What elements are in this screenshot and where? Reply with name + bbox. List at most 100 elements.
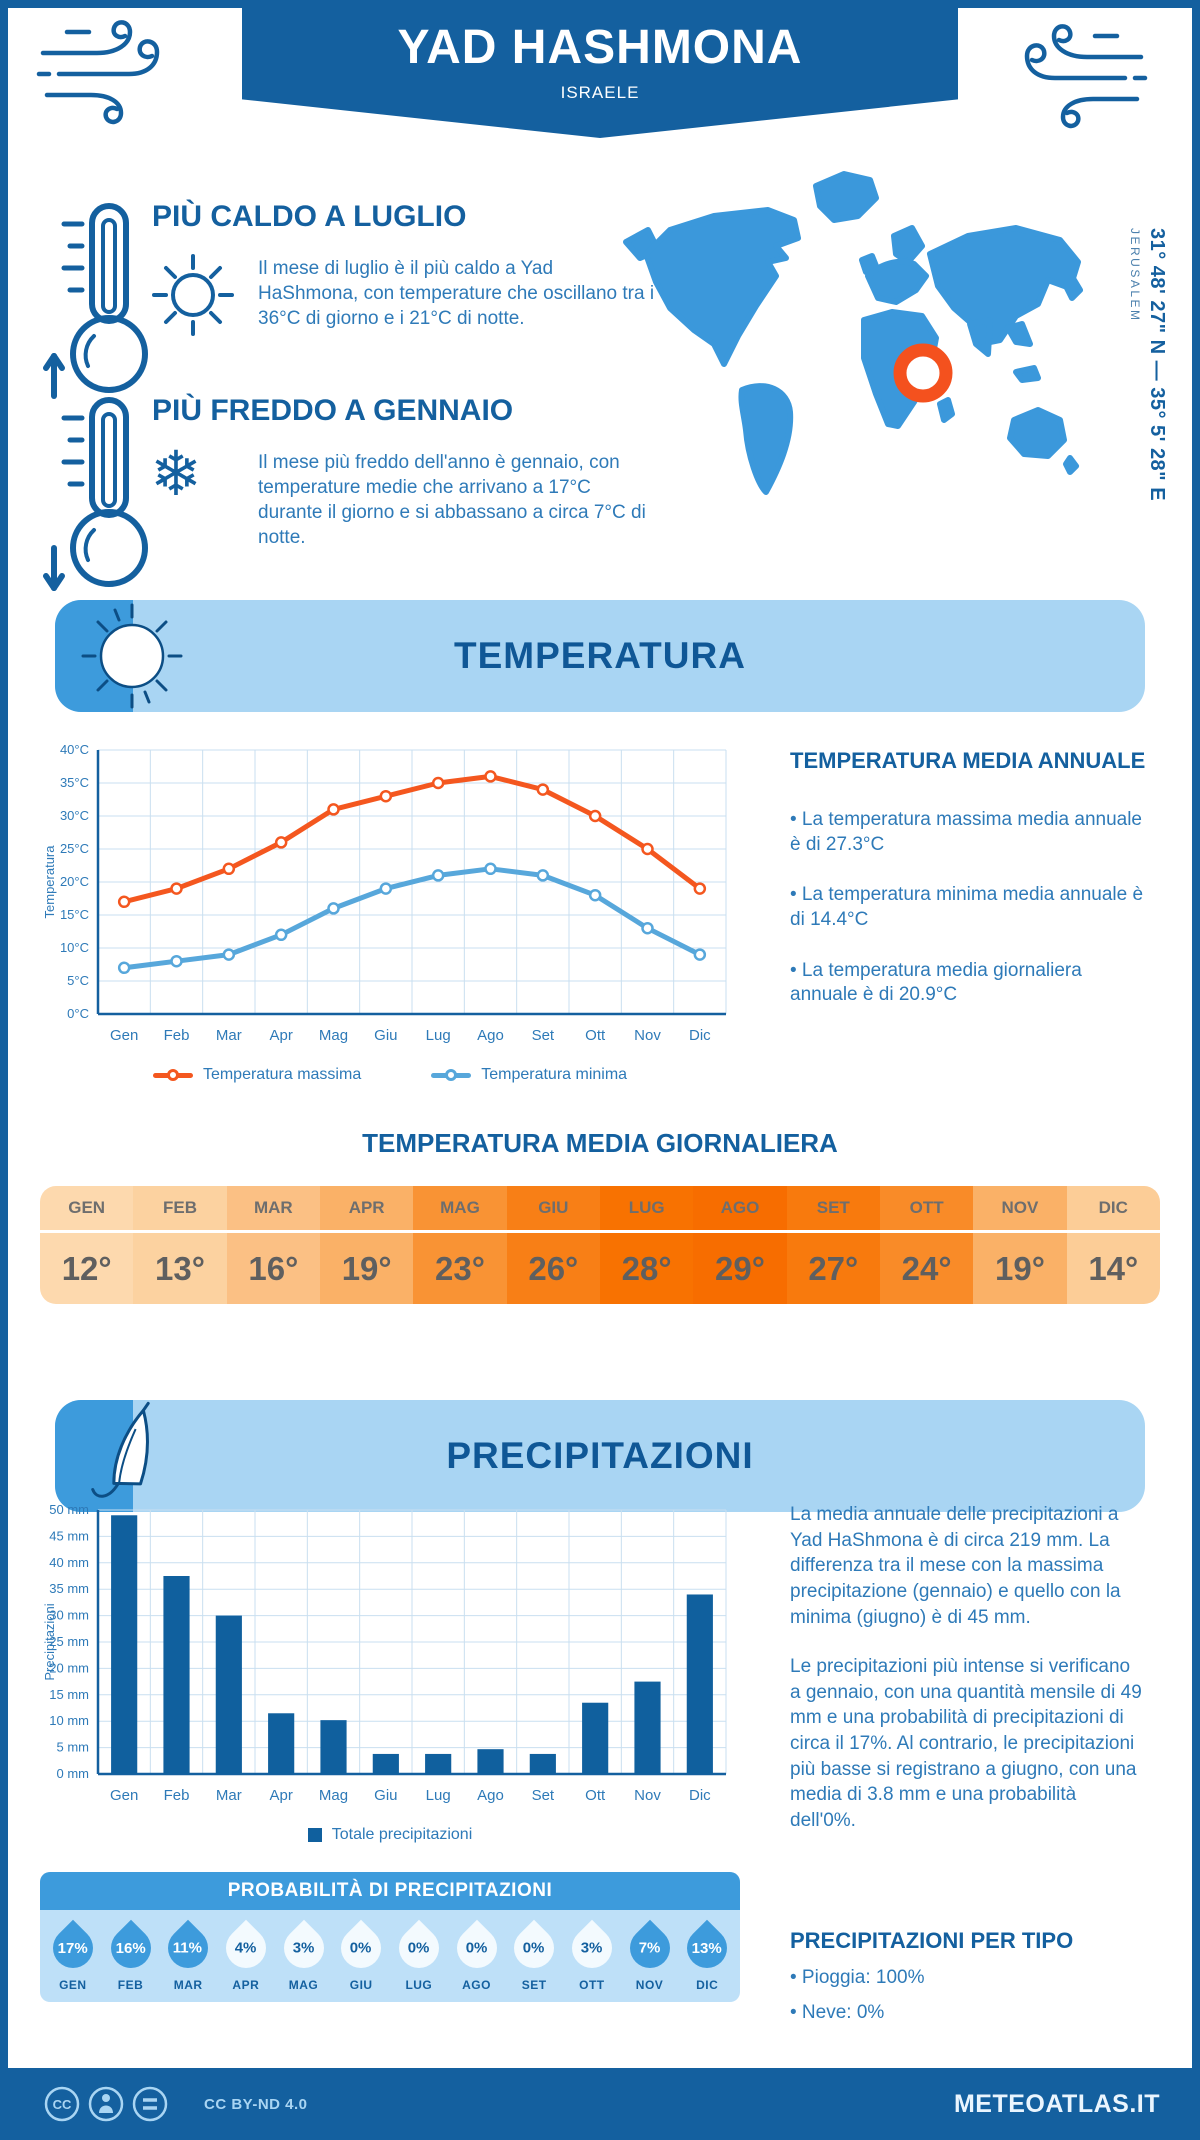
site-logo: METEOATLAS.IT xyxy=(953,2089,1160,2118)
coldest-month-heading: PIÙ FREDDO A GENNAIO xyxy=(152,394,514,427)
svg-text:Dic: Dic xyxy=(689,1027,711,1044)
svg-text:Set: Set xyxy=(532,1787,555,1804)
droplet-icon: 17% xyxy=(44,1919,102,1977)
svg-text:35°C: 35°C xyxy=(60,775,89,790)
probability-title: PROBABILITÀ DI PRECIPITAZIONI xyxy=(40,1872,740,1910)
svg-text:Mar: Mar xyxy=(216,1787,242,1804)
precipitation-chart: 0 mm 5 mm 10 mm 15 mm 20 mm 25 mm 30 mm 35 mm 40… xyxy=(40,1492,740,1844)
annual-temperature-panel: TEMPERATURA MEDIA ANNUALE • La temperatu… xyxy=(790,748,1170,1034)
svg-text:Lug: Lug xyxy=(426,1787,451,1804)
svg-text:5°C: 5°C xyxy=(67,973,89,988)
svg-text:Set: Set xyxy=(532,1027,555,1044)
svg-text:CC: CC xyxy=(53,2097,72,2112)
footer: CC CC BY-ND 4.0 METEOATLAS.IT xyxy=(0,2068,1200,2140)
probability-drops: 17% GEN 16% FEB 11% MAR 4% APR 3% MAG 0% GIU 0% LUG 0%… xyxy=(40,1910,740,2002)
annual-min-bullet: • La temperatura minima media annuale è … xyxy=(790,884,1144,931)
svg-text:Lug: Lug xyxy=(426,1027,451,1044)
sun-icon xyxy=(81,603,183,709)
svg-text:Gen: Gen xyxy=(110,1787,138,1804)
snow-bullet: • Neve: 0% xyxy=(790,2001,885,2023)
droplet-icon: 11% xyxy=(159,1919,217,1977)
precipitation-bar-chart: 0 mm 5 mm 10 mm 15 mm 20 mm 25 mm 30 mm 35 mm 40… xyxy=(42,1502,727,1804)
page-subtitle: ISRAELE xyxy=(560,83,640,102)
hottest-month-text: Il mese di luglio è il più caldo a Yad H… xyxy=(258,258,655,330)
svg-text:Nov: Nov xyxy=(634,1787,661,1804)
svg-text:Giu: Giu xyxy=(374,1787,397,1804)
svg-text:40 mm: 40 mm xyxy=(49,1555,89,1570)
cc-license-icons: CC xyxy=(44,2086,168,2122)
daily-temp-column: AGO 29° xyxy=(693,1186,787,1304)
daily-temp-column: OTT 24° xyxy=(879,1186,974,1304)
world-map xyxy=(623,171,1083,495)
precipitation-section-banner: PRECIPITAZIONI xyxy=(55,1400,1145,1512)
svg-text:40°C: 40°C xyxy=(60,742,89,757)
svg-text:Feb: Feb xyxy=(164,1027,190,1044)
svg-text:20 mm: 20 mm xyxy=(49,1660,89,1675)
precipitation-paragraph-1: La media annuale delle precipitazioni a … xyxy=(790,1504,1121,1628)
legend-item: Totale precipitazioni xyxy=(307,1826,472,1844)
droplet-icon: 16% xyxy=(102,1919,159,1977)
page-border-left xyxy=(0,0,8,2140)
daily-temp-column: MAG 23° xyxy=(413,1186,507,1304)
location-coordinates: 31° 48' 27" N — 35° 5' 28" E JERUSALEM xyxy=(1128,228,1168,558)
svg-text:0 mm: 0 mm xyxy=(57,1766,90,1781)
temperature-chart: 0°C 5°C 10°C 15°C 20°C 25°C 30°C 35°C 40°C Gen Feb… xyxy=(40,732,740,1084)
svg-text:30°C: 30°C xyxy=(60,808,89,823)
probability-drop-item: 0% AGO xyxy=(448,1914,506,1992)
probability-drop-item: 3% MAG xyxy=(275,1914,333,1992)
svg-text:Ott: Ott xyxy=(585,1027,606,1044)
probability-drop-item: 7% NOV xyxy=(621,1914,679,1992)
svg-text:10°C: 10°C xyxy=(60,940,89,955)
annual-max-bullet: • La temperatura massima media annuale è… xyxy=(790,809,1143,855)
svg-text:20°C: 20°C xyxy=(60,874,89,889)
droplet-icon: 7% xyxy=(621,1919,678,1977)
svg-text:Mag: Mag xyxy=(319,1787,348,1804)
location-marker xyxy=(893,343,953,403)
droplet-icon: 0% xyxy=(390,1919,448,1977)
coordinates-text: 31° 48' 27" N — 35° 5' 28" E xyxy=(1146,228,1168,502)
svg-text:15°C: 15°C xyxy=(60,907,89,922)
hottest-month-heading: PIÙ CALDO A LUGLIO xyxy=(152,200,467,233)
daily-temp-column: DIC 14° xyxy=(1066,1186,1160,1304)
svg-text:Ott: Ott xyxy=(585,1787,606,1804)
precipitation-chart-legend: Totale precipitazioni xyxy=(307,1826,472,1844)
probability-drop-item: 3% OTT xyxy=(563,1914,621,1992)
svg-text:25 mm: 25 mm xyxy=(49,1634,89,1649)
svg-text:Giu: Giu xyxy=(374,1027,397,1044)
sun-line-icon xyxy=(152,254,234,336)
header-banner: YAD HASHMONA ISRAELE xyxy=(242,0,958,138)
svg-text:0°C: 0°C xyxy=(67,1006,89,1021)
page-title: YAD HASHMONA xyxy=(397,21,803,74)
precip-type-panel: PRECIPITAZIONI PER TIPO • Pioggia: 100% … xyxy=(790,1928,1170,2035)
svg-text:15 mm: 15 mm xyxy=(49,1687,89,1702)
license-label: CC BY-ND 4.0 xyxy=(204,2095,308,2113)
thermometer-hot-icon xyxy=(43,203,148,399)
svg-text:10 mm: 10 mm xyxy=(49,1713,89,1728)
svg-text:Feb: Feb xyxy=(164,1787,190,1804)
droplet-icon: 13% xyxy=(678,1919,736,1977)
droplet-icon: 3% xyxy=(275,1919,332,1977)
daily-temp-column: LUG 28° xyxy=(599,1186,694,1304)
probability-drop-item: 16% FEB xyxy=(102,1914,160,1992)
temperature-line-chart: 0°C 5°C 10°C 15°C 20°C 25°C 30°C 35°C 40°C Gen Feb… xyxy=(42,742,727,1044)
snowflake-icon: ❄ xyxy=(150,440,202,509)
droplet-icon: 0% xyxy=(332,1919,390,1977)
page-border-right xyxy=(1192,0,1200,2140)
svg-text:Temperatura: Temperatura xyxy=(42,845,57,919)
svg-text:Nov: Nov xyxy=(634,1027,661,1044)
daily-temp-table: GEN 12° FEB 13° MAR 16° APR 19° MAG 23° GIU 26° LUG 2… xyxy=(40,1186,1160,1304)
svg-text:30 mm: 30 mm xyxy=(49,1608,89,1623)
droplet-icon: 0% xyxy=(505,1919,563,1977)
probability-drop-item: 4% APR xyxy=(217,1914,275,1992)
svg-text:45 mm: 45 mm xyxy=(49,1528,89,1543)
temperature-chart-legend: Temperatura massima Temperatura minima xyxy=(152,1066,627,1084)
temperature-section-banner: TEMPERATURA xyxy=(55,600,1145,712)
daily-temp-column: GIU 26° xyxy=(506,1186,600,1304)
rain-bullet: • Pioggia: 100% xyxy=(790,1967,925,1988)
probability-drop-item: 0% GIU xyxy=(332,1914,390,1992)
svg-text:Mar: Mar xyxy=(216,1027,242,1044)
precipitation-paragraph-2: Le precipitazioni più intense si verific… xyxy=(790,1656,1142,1832)
thermometer-cold-icon xyxy=(43,397,148,591)
probability-drop-item: 13% DIC xyxy=(678,1914,736,1992)
